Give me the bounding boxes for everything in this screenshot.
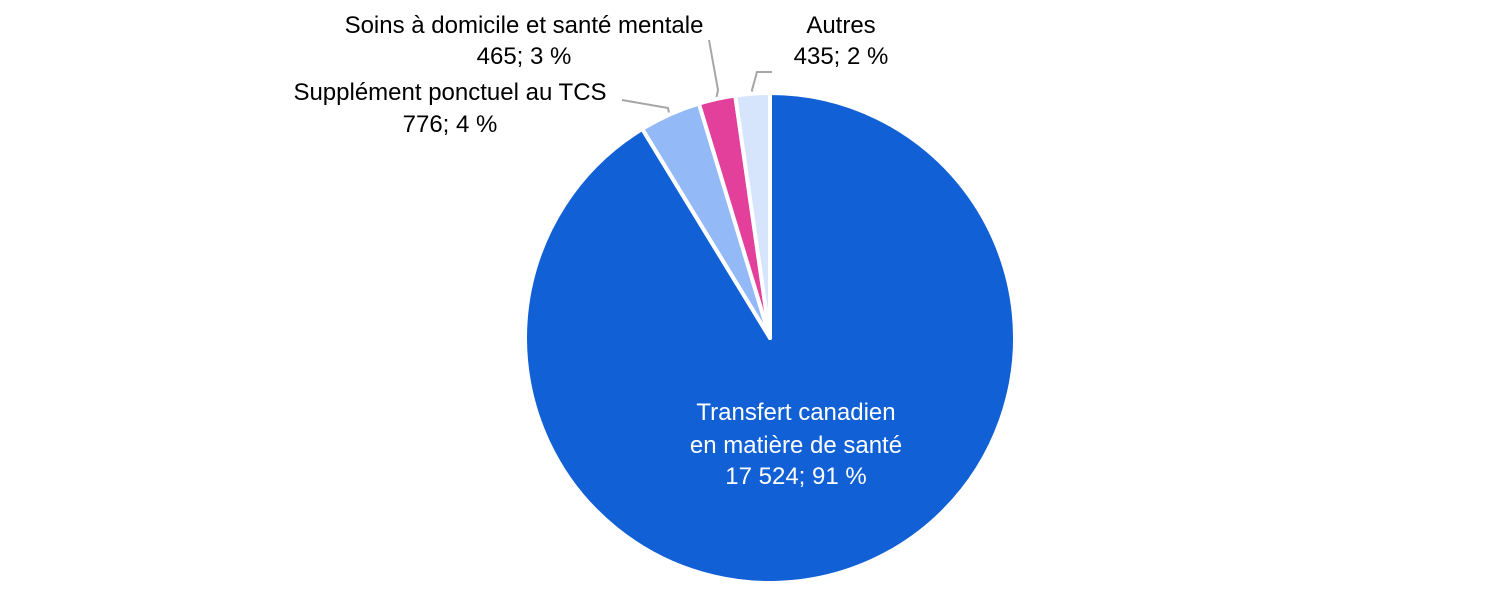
data-label: 435; 2 % xyxy=(794,43,889,70)
pie-slices xyxy=(523,91,1017,585)
label-supplement-ponctuel: Supplément ponctuel au TCS 776; 4 % xyxy=(293,79,606,138)
label-line: Autres xyxy=(806,12,875,39)
label-line: Supplément ponctuel au TCS xyxy=(293,79,606,106)
label-line: Transfert canadien xyxy=(696,399,895,426)
label-soins-domicile: Soins à domicile et santé mentale 465; 3… xyxy=(345,12,704,70)
pie-slice-3 xyxy=(733,91,772,340)
leader-lines xyxy=(621,39,772,113)
leader-line-1 xyxy=(621,99,670,113)
data-label: 17 524; 91 % xyxy=(725,463,866,490)
leader-line-3 xyxy=(750,71,772,92)
label-line: en matière de santé xyxy=(690,432,902,459)
label-line: Soins à domicile et santé mentale xyxy=(345,12,704,39)
label-autres: Autres 435; 2 % xyxy=(794,12,889,70)
data-label: 776; 4 % xyxy=(403,111,498,138)
label-transfert-canadien: Transfert canadien en matière de santé 1… xyxy=(690,399,902,490)
leader-line-2 xyxy=(708,39,720,98)
data-label: 465; 3 % xyxy=(477,43,572,70)
